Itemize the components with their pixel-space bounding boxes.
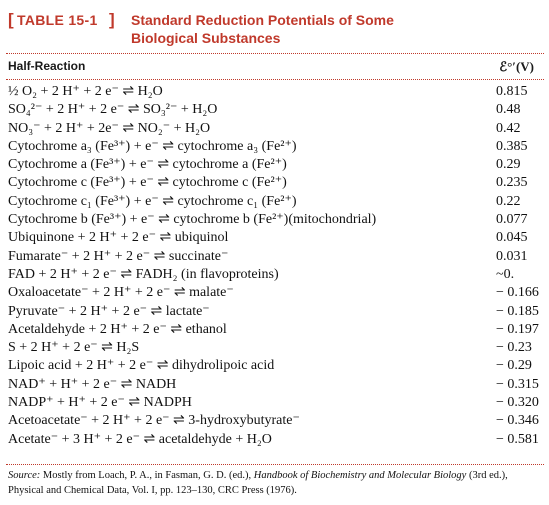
half-reaction: Cytochrome a (Fe³⁺) + e⁻ ⇌ cytochrome a … [8, 157, 287, 173]
reduction-potential: 0.385 [496, 138, 528, 154]
source-note: Source: Mostly from Loach, P. A., in Fas… [8, 468, 538, 498]
half-reaction: Pyruvate⁻ + 2 H⁺ + 2 e⁻ ⇌ lactate⁻ [8, 303, 210, 319]
table-row: NAD⁺ + H⁺ + 2 e⁻ ⇌ NADH − 0.315 [6, 376, 544, 394]
source-text-3: Physical and Chemical Data, Vol. I, pp. … [8, 485, 297, 496]
table-title: Standard Reduction Potentials of Some Bi… [131, 11, 431, 47]
table-row: NADP⁺ + H⁺ + 2 e⁻ ⇌ NADPH − 0.320 [6, 394, 544, 412]
half-reaction: Cytochrome c₁ (Fe³⁺) + e⁻ ⇌ cytochrome c… [8, 193, 297, 209]
reduction-potential: − 0.166 [496, 285, 539, 301]
reduction-potential: − 0.320 [496, 395, 539, 411]
bottom-divider [6, 464, 544, 465]
reduction-potential: ~0. [496, 266, 515, 282]
half-reaction: SO₄²⁻ + 2 H⁺ + 2 e⁻ ⇌ SO₃²⁻ + H₂O [8, 102, 218, 118]
top-divider [6, 53, 544, 54]
half-reaction: Ubiquinone + 2 H⁺ + 2 e⁻ ⇌ ubiquinol [8, 230, 229, 246]
reduction-potential: 0.29 [496, 157, 521, 173]
reduction-potential: − 0.185 [496, 303, 539, 319]
table-row: Ubiquinone + 2 H⁺ + 2 e⁻ ⇌ ubiquinol 0.04… [6, 229, 544, 247]
column-header-potential: ℰ°′(V) [499, 59, 534, 74]
header-divider [6, 79, 544, 80]
source-text-2: (3rd ed.), [466, 470, 508, 481]
reduction-potential: 0.077 [496, 212, 528, 228]
reduction-potential: 0.031 [496, 248, 528, 264]
reduction-potential: − 0.346 [496, 413, 539, 429]
half-reaction: ½ O₂ + 2 H⁺ + 2 e⁻ ⇌ H₂O [8, 84, 163, 99]
table-row: Cytochrome a (Fe³⁺) + e⁻ ⇌ cytochrome a … [6, 156, 544, 174]
table-row: Fumarate⁻ + 2 H⁺ + 2 e⁻ ⇌ succinate⁻ 0.03… [6, 248, 544, 266]
table-row: Cytochrome c (Fe³⁺) + e⁻ ⇌ cytochrome c … [6, 174, 544, 192]
reduction-potential: − 0.197 [496, 321, 539, 337]
reduction-potential: 0.045 [496, 230, 528, 246]
bracket-left: [ [8, 10, 14, 29]
reduction-potential: 0.48 [496, 102, 521, 118]
title-line-2: Biological Substances [131, 30, 281, 46]
table-header: [ TABLE 15-1 ] Standard Reduction Potent… [6, 6, 544, 50]
half-reaction: S + 2 H⁺ + 2 e⁻ ⇌ H₂S [8, 340, 140, 356]
table-badge: TABLE 15-1 [17, 12, 98, 28]
table-row: Pyruvate⁻ + 2 H⁺ + 2 e⁻ ⇌ lactate⁻ − 0.18… [6, 303, 544, 321]
half-reaction: Cytochrome a₃ (Fe³⁺) + e⁻ ⇌ cytochrome a… [8, 138, 297, 154]
table-row: ½ O₂ + 2 H⁺ + 2 e⁻ ⇌ H₂O 0.815 [6, 83, 544, 101]
table-row: S + 2 H⁺ + 2 e⁻ ⇌ H₂S − 0.23 [6, 339, 544, 357]
table-row: Cytochrome c₁ (Fe³⁺) + e⁻ ⇌ cytochrome c… [6, 193, 544, 211]
bracket-right: ] [109, 10, 115, 29]
half-reaction: Acetoacetate⁻ + 2 H⁺ + 2 e⁻ ⇌ 3-hydroxyb… [8, 413, 300, 429]
table-row: FAD + 2 H⁺ + 2 e⁻ ⇌ FADH₂ (in flavoprote… [6, 266, 544, 284]
table-row: Acetaldehyde + 2 H⁺ + 2 e⁻ ⇌ ethanol − 0.… [6, 321, 544, 339]
reduction-potential: 0.235 [496, 175, 528, 191]
title-line-1: Standard Reduction Potentials of Some [131, 12, 394, 28]
half-reaction: NADP⁺ + H⁺ + 2 e⁻ ⇌ NADPH [8, 395, 192, 411]
half-reaction: Acetate⁻ + 3 H⁺ + 2 e⁻ ⇌ acetaldehyde + … [8, 431, 272, 447]
source-label: Source: [8, 470, 41, 481]
half-reaction: FAD + 2 H⁺ + 2 e⁻ ⇌ FADH₂ (in flavoprote… [8, 266, 279, 282]
column-header-reaction: Half-Reaction [8, 59, 86, 73]
table-row: NO₃⁻ + 2 H⁺ + 2e⁻ ⇌ NO₂⁻ + H₂O 0.42 [6, 120, 544, 138]
reduction-potential: − 0.315 [496, 376, 539, 392]
table-row: Oxaloacetate⁻ + 2 H⁺ + 2 e⁻ ⇌ malate⁻ − 0… [6, 284, 544, 302]
reduction-potential: − 0.29 [496, 358, 532, 374]
reduction-potential: 0.22 [496, 193, 521, 209]
source-text-1: Mostly from Loach, P. A., in Fasman, G. … [40, 470, 254, 481]
table-container: [ TABLE 15-1 ] Standard Reduction Potent… [6, 0, 544, 505]
half-reaction: NO₃⁻ + 2 H⁺ + 2e⁻ ⇌ NO₂⁻ + H₂O [8, 120, 211, 136]
reduction-potential: 0.815 [496, 84, 528, 99]
half-reaction: Cytochrome c (Fe³⁺) + e⁻ ⇌ cytochrome c … [8, 175, 287, 191]
table-row: Acetate⁻ + 3 H⁺ + 2 e⁻ ⇌ acetaldehyde + … [6, 431, 544, 449]
table-row: Cytochrome a₃ (Fe³⁺) + e⁻ ⇌ cytochrome a… [6, 138, 544, 156]
table-row: SO₄²⁻ + 2 H⁺ + 2 e⁻ ⇌ SO₃²⁻ + H₂O 0.48 [6, 101, 544, 119]
half-reaction: NAD⁺ + H⁺ + 2 e⁻ ⇌ NADH [8, 376, 177, 392]
half-reaction: Cytochrome b (Fe³⁺) + e⁻ ⇌ cytochrome b … [8, 212, 377, 228]
reduction-potential: 0.42 [496, 120, 521, 136]
table-body: ½ O₂ + 2 H⁺ + 2 e⁻ ⇌ H₂O 0.815 SO₄²⁻ + 2 H… [6, 83, 544, 449]
reduction-potential: − 0.581 [496, 431, 539, 447]
column-header-row: Half-Reaction ℰ°′(V) [6, 57, 544, 75]
table-row: Acetoacetate⁻ + 2 H⁺ + 2 e⁻ ⇌ 3-hydroxyb… [6, 412, 544, 430]
table-row: Cytochrome b (Fe³⁺) + e⁻ ⇌ cytochrome b … [6, 211, 544, 229]
half-reaction: Fumarate⁻ + 2 H⁺ + 2 e⁻ ⇌ succinate⁻ [8, 248, 229, 264]
half-reaction: Acetaldehyde + 2 H⁺ + 2 e⁻ ⇌ ethanol [8, 321, 227, 337]
reduction-potential: − 0.23 [496, 340, 532, 356]
half-reaction: Oxaloacetate⁻ + 2 H⁺ + 2 e⁻ ⇌ malate⁻ [8, 285, 234, 301]
half-reaction: Lipoic acid + 2 H⁺ + 2 e⁻ ⇌ dihydrolipoi… [8, 358, 275, 374]
source-book-title: Handbook of Biochemistry and Molecular B… [253, 470, 467, 481]
table-row: Lipoic acid + 2 H⁺ + 2 e⁻ ⇌ dihydrolipoi… [6, 357, 544, 375]
